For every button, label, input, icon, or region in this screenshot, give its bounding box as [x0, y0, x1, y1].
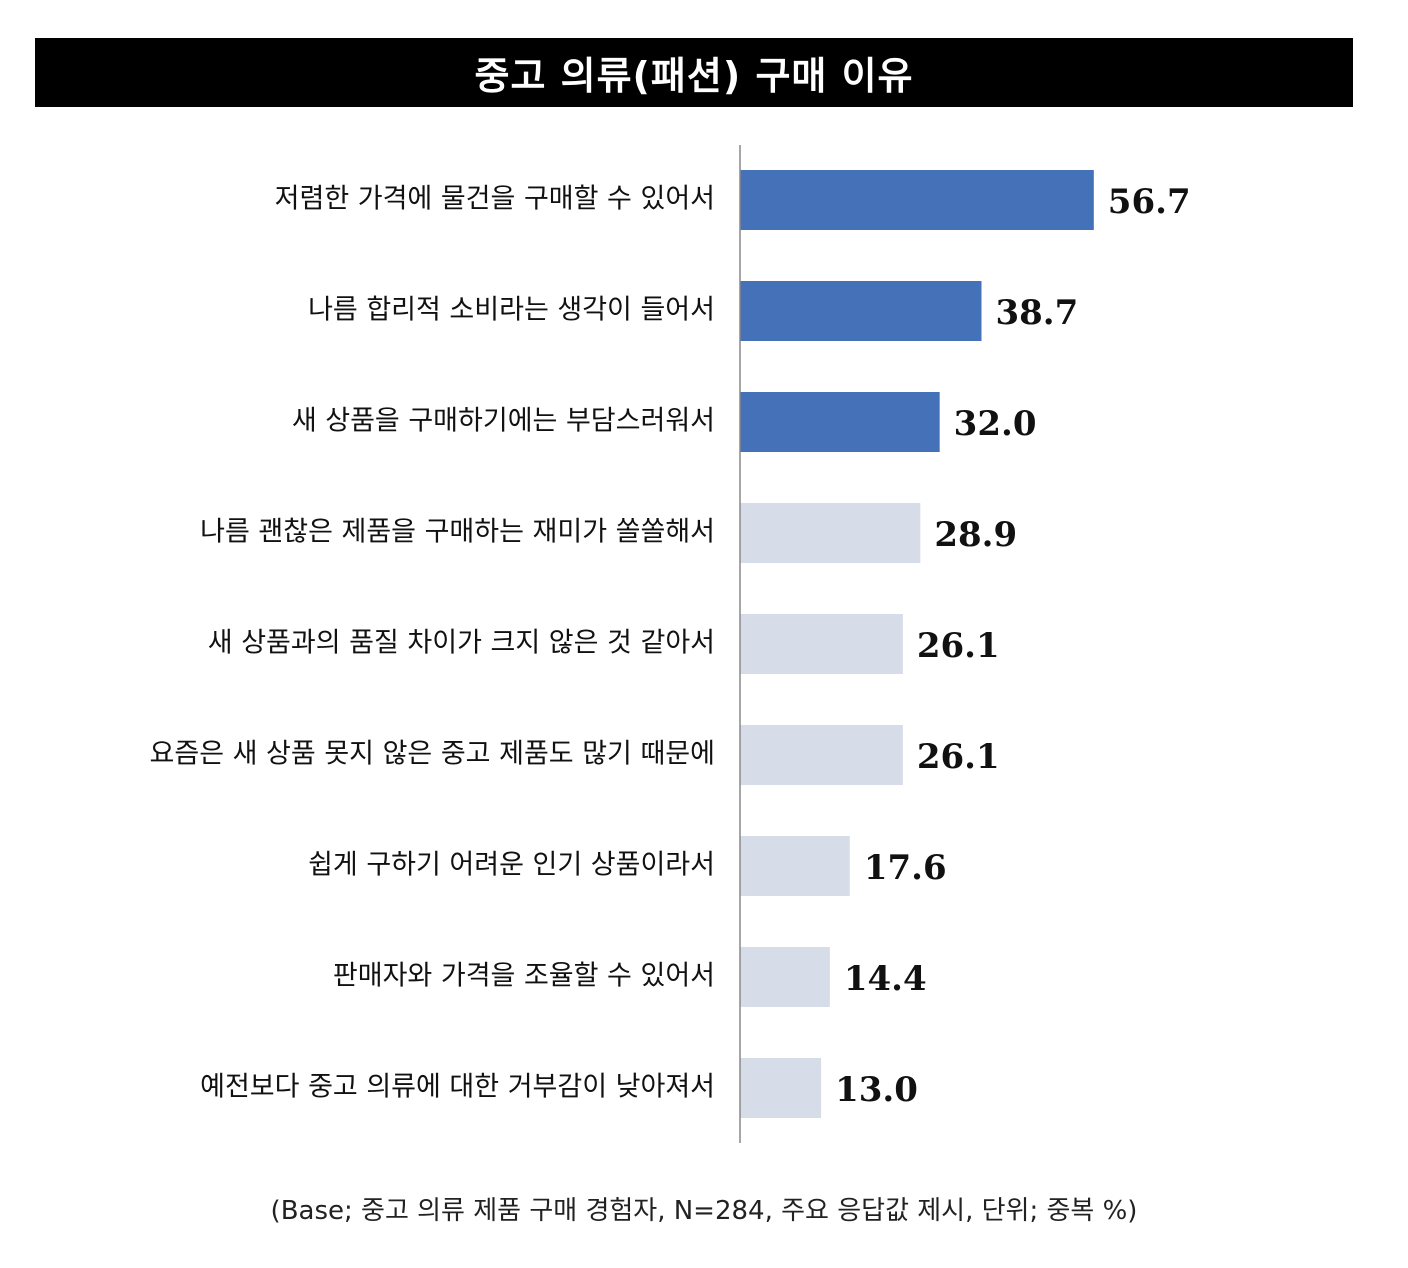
category-label-6: 요즘은 새 상품 못지 않은 중고 제품도 많기 때문에	[150, 739, 715, 770]
category-label-1: 저렴한 가격에 물건을 구매할 수 있어서	[275, 184, 715, 215]
bar-3	[740, 392, 940, 452]
category-label-8: 판매자와 가격을 조율할 수 있어서	[333, 961, 715, 992]
value-label-8: 14.4	[844, 959, 927, 999]
value-label-4: 28.9	[934, 515, 1017, 555]
value-label-9: 13.0	[835, 1070, 918, 1110]
value-label-7: 17.6	[864, 848, 947, 888]
value-label-5: 26.1	[917, 626, 1000, 666]
bar-6	[740, 725, 903, 785]
bar-9	[740, 1058, 822, 1118]
category-label-2: 나름 합리적 소비라는 생각이 들어서	[308, 295, 715, 326]
category-label-4: 나름 괜찮은 제품을 구매하는 재미가 쏠쏠해서	[200, 517, 715, 548]
bar-8	[740, 947, 830, 1007]
bar-4	[740, 503, 921, 563]
value-label-1: 56.7	[1108, 182, 1191, 222]
chart-title: 중고 의류(패션) 구매 이유	[474, 54, 914, 98]
category-label-5: 새 상품과의 품질 차이가 크지 않은 것 같아서	[208, 628, 715, 659]
bar-1	[740, 170, 1094, 230]
value-label-2: 38.7	[995, 293, 1078, 333]
bar-7	[740, 836, 850, 896]
value-label-3: 32.0	[954, 404, 1037, 444]
value-label-6: 26.1	[917, 737, 1000, 777]
category-label-7: 쉽게 구하기 어려운 인기 상품이라서	[308, 850, 715, 881]
category-label-3: 새 상품을 구매하기에는 부담스러워서	[292, 406, 715, 437]
bar-5	[740, 614, 903, 674]
category-label-9: 예전보다 중고 의류에 대한 거부감이 낮아져서	[200, 1072, 715, 1103]
chart-footnote: (Base; 중고 의류 제품 구매 경험자, N=284, 주요 응답값 제시…	[270, 1196, 1138, 1226]
chart-title-bar: 중고 의류(패션) 구매 이유	[35, 38, 1353, 107]
bar-2	[740, 281, 982, 341]
